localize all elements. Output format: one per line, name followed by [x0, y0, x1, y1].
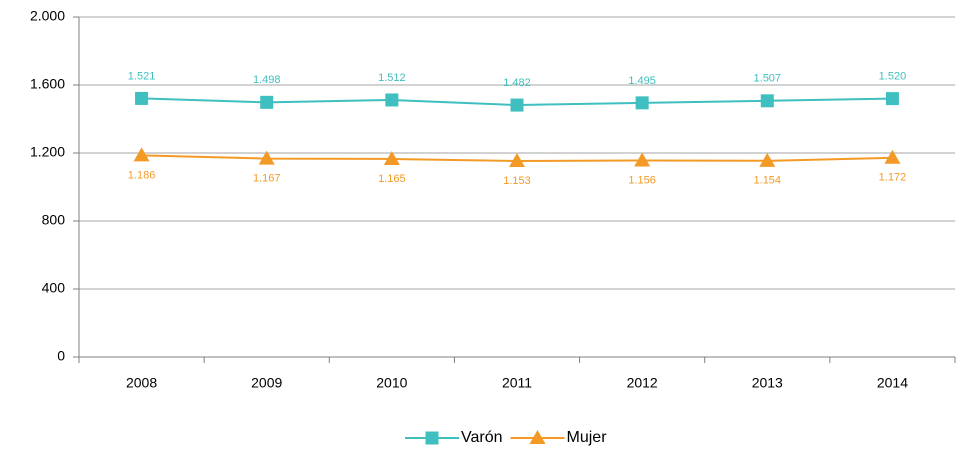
x-tick-label: 2010 [376, 375, 407, 391]
data-label: 1.167 [253, 173, 281, 185]
data-label: 1.172 [879, 172, 907, 184]
data-label: 1.495 [628, 75, 656, 87]
y-tick-label: 800 [42, 212, 66, 228]
x-tick-label: 2012 [627, 375, 658, 391]
y-tick-label: 1.600 [30, 76, 65, 92]
marker [509, 152, 525, 167]
marker [510, 98, 524, 112]
y-tick-label: 0 [57, 348, 65, 364]
y-tick-label: 1.200 [30, 144, 65, 160]
marker [260, 95, 274, 109]
x-tick-label: 2009 [251, 375, 282, 391]
data-label: 1.520 [879, 71, 907, 83]
marker [885, 92, 899, 106]
y-tick-label: 400 [42, 280, 66, 296]
marker [634, 152, 651, 167]
marker [258, 150, 275, 165]
marker [383, 150, 400, 165]
marker [884, 149, 901, 164]
data-label: 1.156 [628, 174, 656, 186]
data-label: 1.154 [754, 175, 782, 187]
y-tick-label: 2.000 [30, 8, 65, 24]
x-tick-label: 2008 [126, 375, 157, 391]
marker [760, 94, 774, 108]
x-tick-label: 2014 [877, 375, 908, 391]
data-label: 1.153 [503, 175, 531, 187]
data-label: 1.498 [253, 74, 281, 86]
marker [135, 91, 149, 105]
data-label: 1.482 [503, 77, 531, 89]
data-label: 1.186 [128, 169, 156, 181]
data-label: 1.521 [128, 70, 156, 82]
marker [133, 147, 150, 162]
marker [759, 152, 776, 167]
data-label: 1.165 [378, 173, 406, 185]
x-tick-label: 2013 [752, 375, 783, 391]
data-label: 1.507 [754, 73, 782, 85]
x-tick-label: 2011 [502, 375, 532, 391]
marker [635, 96, 649, 110]
data-label: 1.512 [378, 72, 406, 84]
marker [529, 430, 546, 444]
marker [425, 431, 439, 445]
legend-label: Mujer [567, 429, 608, 446]
legend-label: Varón [461, 429, 503, 446]
marker [385, 93, 399, 107]
